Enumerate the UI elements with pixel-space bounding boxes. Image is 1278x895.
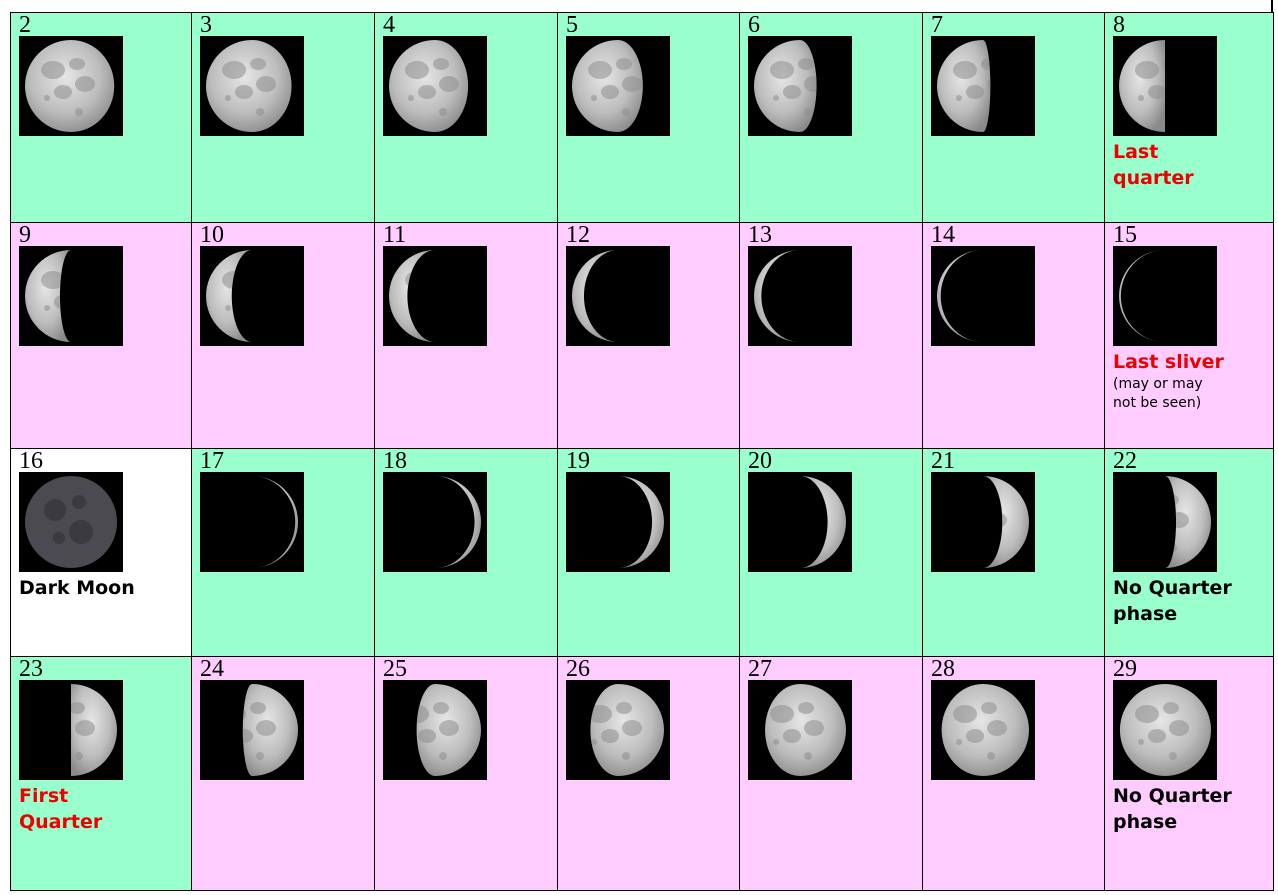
moon-phase-image [566,472,670,572]
day-number: 13 [748,222,772,248]
phase-label: First Quarter [19,785,103,833]
moon-phase-image [1113,36,1217,136]
moon-phase-image [19,36,123,136]
moon-phase-image [383,246,487,346]
moon-phase-image [748,36,852,136]
day-number: 27 [748,656,772,682]
day-number: 23 [19,656,43,682]
day-number: 16 [19,448,43,474]
day-cell: 4 [374,12,558,223]
day-cell: 5 [557,12,740,223]
day-number: 7 [931,12,943,38]
moon-phase-image [1113,472,1217,572]
moon-phase-image [1113,246,1217,346]
phase-label: Last quarter [1113,141,1194,189]
phase-label: No Quarter phase [1113,785,1232,833]
day-number: 15 [1113,222,1137,248]
day-cell: 20 [739,448,923,657]
day-cell: 12 [557,222,740,449]
day-cell: 7 [922,12,1105,223]
day-cell: 9 [10,222,192,449]
moon-phase-image [19,472,123,572]
phase-label: No Quarter phase [1113,577,1232,625]
phase-note: (may or may not be seen) [1113,376,1203,411]
moon-phase-image [383,36,487,136]
day-number: 4 [383,12,395,38]
moon-phase-image [383,680,487,780]
day-number: 9 [19,222,31,248]
day-cell: 28 [922,656,1105,891]
day-number: 5 [566,12,578,38]
day-number: 12 [566,222,590,248]
day-number: 3 [200,12,212,38]
day-cell: 23 First Quarter [10,656,192,891]
day-cell: 21 [922,448,1105,657]
day-cell: 14 [922,222,1105,449]
day-cell: 11 [374,222,558,449]
day-number: 11 [383,222,407,248]
day-cell: 24 [191,656,375,891]
day-number: 20 [748,448,772,474]
moon-phase-image [19,246,123,346]
day-number: 18 [383,448,407,474]
day-cell: 17 [191,448,375,657]
day-cell: 8 Last quarter [1104,12,1274,223]
calendar-row: 9 10 11 12 13 14 15 Last sliver (may or may not b… [10,222,1274,449]
day-cell: 13 [739,222,923,449]
day-cell: 26 [557,656,740,891]
day-cell: 29 No Quarter phase [1104,656,1274,891]
calendar-row: 16 Dark Moon 17 18 19 20 21 22 No Quarter phase [10,448,1274,657]
moon-phase-image [200,472,304,572]
moon-phase-image [200,36,304,136]
moon-phase-image [19,680,123,780]
moon-phase-image [931,680,1035,780]
day-number: 17 [200,448,224,474]
day-number: 26 [566,656,590,682]
day-cell: 15 Last sliver (may or may not be seen) [1104,222,1274,449]
day-number: 2 [19,12,31,38]
day-cell: 27 [739,656,923,891]
day-number: 29 [1113,656,1137,682]
phase-label: Last sliver [1113,351,1224,373]
moon-phase-image [200,246,304,346]
day-cell: 19 [557,448,740,657]
day-number: 25 [383,656,407,682]
day-cell: 2 [10,12,192,223]
day-number: 8 [1113,12,1125,38]
day-number: 21 [931,448,955,474]
day-cell: 25 [374,656,558,891]
day-number: 28 [931,656,955,682]
moon-phase-image [931,246,1035,346]
calendar-row: 2 3 4 5 6 7 8 Last quarter [10,12,1274,223]
day-number: 22 [1113,448,1137,474]
moon-phase-image [200,680,304,780]
day-number: 19 [566,448,590,474]
day-cell: 22 No Quarter phase [1104,448,1274,657]
day-number: 24 [200,656,224,682]
day-number: 14 [931,222,955,248]
day-cell: 10 [191,222,375,449]
day-cell: 6 [739,12,923,223]
day-number: 6 [748,12,760,38]
day-cell: 16 Dark Moon [10,448,192,657]
moon-phase-image [931,472,1035,572]
moon-phase-calendar: 2 3 4 5 6 7 8 Last quarter 9 10 11 12 13 14 15 Last sliv… [10,12,1274,891]
day-cell: 3 [191,12,375,223]
moon-phase-image [383,472,487,572]
day-cell: 18 [374,448,558,657]
moon-phase-image [748,680,852,780]
moon-phase-image [931,36,1035,136]
moon-phase-image [566,246,670,346]
day-number: 10 [200,222,224,248]
moon-phase-image [566,36,670,136]
calendar-row: 23 First Quarter 24 25 26 27 28 29 No Quarter phas… [10,656,1274,891]
moon-phase-image [566,680,670,780]
calendar-body: 2 3 4 5 6 7 8 Last quarter 9 10 11 12 13 14 15 Last sliv… [10,12,1274,891]
moon-phase-image [1113,680,1217,780]
moon-phase-image [748,472,852,572]
phase-label: Dark Moon [19,577,135,599]
top-edge-line [1271,0,1273,12]
moon-phase-image [748,246,852,346]
